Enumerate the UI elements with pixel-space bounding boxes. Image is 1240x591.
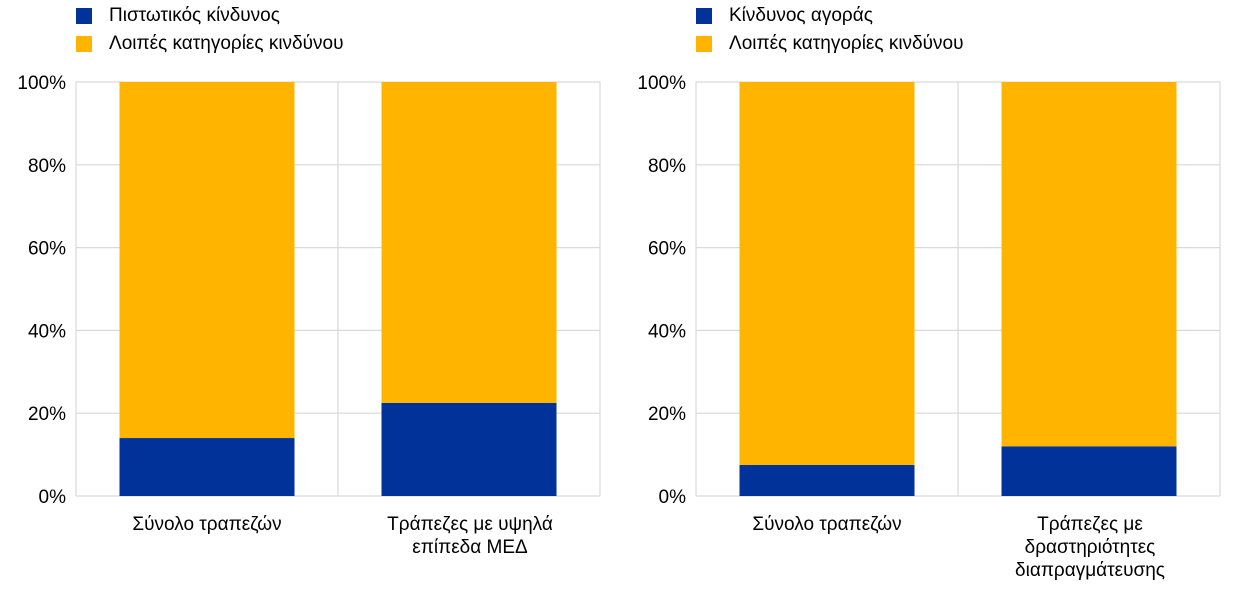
legend-swatch-market-risk <box>696 8 712 24</box>
y-tick-label: 40% <box>28 321 66 342</box>
y-tick-label: 0% <box>659 487 687 508</box>
category-label-all-banks: Σύνολο τραπεζών <box>752 514 902 535</box>
bar-segment-other <box>1001 82 1177 447</box>
y-tick-label: 60% <box>648 239 686 260</box>
y-tick-label: 40% <box>648 321 686 342</box>
category-label-all-banks: Σύνολο τραπεζών <box>132 514 282 535</box>
bar-segment-primary <box>1001 446 1177 496</box>
category-label-trading-banks: Τράπεζες με δραστηριότητες διαπραγμάτευσ… <box>1015 514 1165 581</box>
chart-market-risk: Κίνδυνος αγοράς Λοιπές κατηγορίες κινδύν… <box>620 0 1240 591</box>
bar-segment-primary <box>119 438 295 496</box>
legend-swatch-other-risks <box>696 36 712 52</box>
category-label-high-mra-banks: Τράπεζες με υψηλά επίπεδα ΜΕΔ <box>387 514 553 558</box>
legend-label-other-risks: Λοιπές κατηγορίες κινδύνου <box>729 33 964 54</box>
legend-swatch-other-risks <box>76 36 92 52</box>
y-tick-label: 0% <box>39 487 67 508</box>
y-tick-label: 80% <box>28 156 66 177</box>
y-tick-label: 20% <box>28 404 66 425</box>
y-tick-label: 80% <box>648 156 686 177</box>
legend-label-market-risk: Κίνδυνος αγοράς <box>729 5 873 26</box>
y-tick-label: 60% <box>28 239 66 260</box>
y-tick-label: 20% <box>648 404 686 425</box>
y-tick-label: 100% <box>637 73 686 94</box>
legend-label-credit-risk: Πιστωτικός κίνδυνος <box>109 5 280 26</box>
legend-label-other-risks: Λοιπές κατηγορίες κινδύνου <box>109 33 344 54</box>
bar-segment-other <box>381 82 557 403</box>
bar-segment-other <box>119 82 295 439</box>
plot-area: 0% 20% 40% 60% 80% 100% <box>637 73 1221 508</box>
y-tick-label: 100% <box>17 73 66 94</box>
legend-swatch-credit-risk <box>76 8 92 24</box>
bar-segment-primary <box>739 464 915 496</box>
chart-credit-risk: Πιστωτικός κίνδυνος Λοιπές κατηγορίες κι… <box>17 5 601 558</box>
bar-segment-other <box>739 82 915 465</box>
bar-segment-primary <box>381 402 557 496</box>
plot-area: 0% 20% 40% 60% 80% 100% <box>17 73 601 508</box>
